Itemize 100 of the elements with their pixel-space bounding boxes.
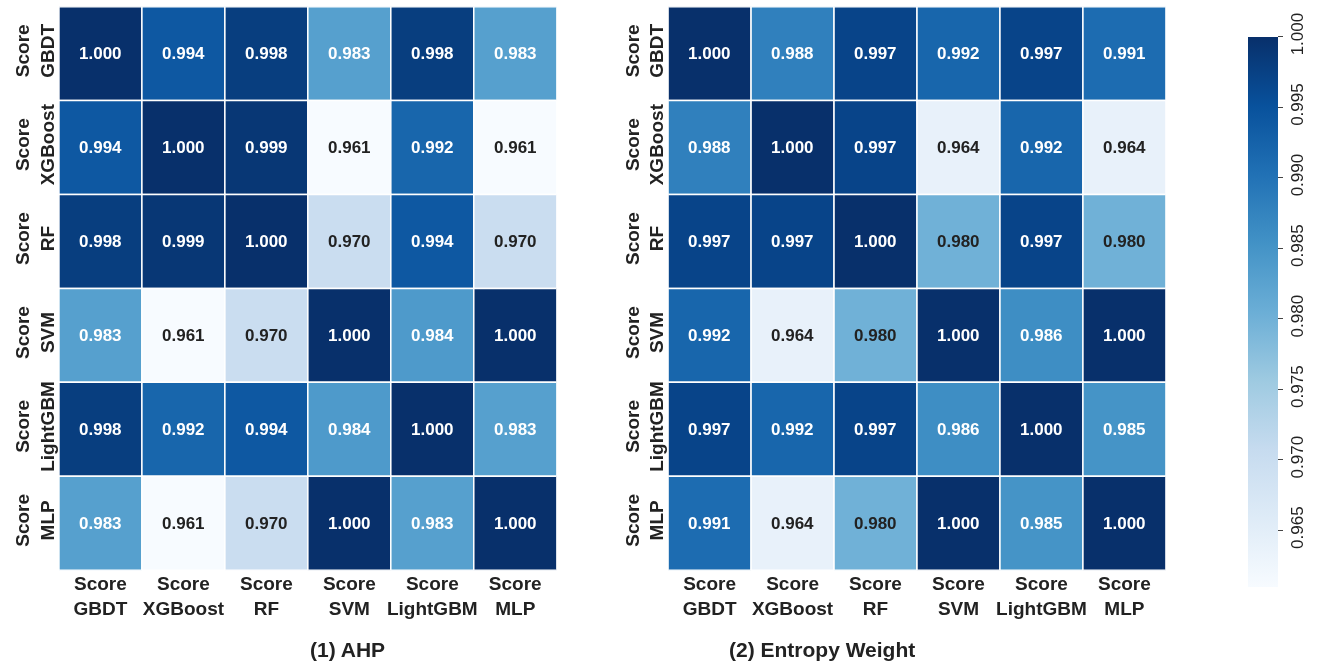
data-label: 1.000 xyxy=(411,420,454,439)
data-label: 0.997 xyxy=(854,420,897,439)
data-label: 0.988 xyxy=(771,44,814,63)
x-tick-label: Score XGBoost xyxy=(142,573,225,619)
color-bar-label: 0.970 xyxy=(1287,435,1307,479)
x-tick-label: Score GBDT xyxy=(682,573,737,619)
data-label: 1.000 xyxy=(937,326,980,345)
data-label: 1.000 xyxy=(688,44,731,63)
data-label: 0.970 xyxy=(245,514,288,533)
data-label: 1.000 xyxy=(245,232,288,251)
data-label: 0.999 xyxy=(245,138,288,157)
data-label: 0.992 xyxy=(937,44,980,63)
data-label: 1.000 xyxy=(494,514,537,533)
data-label: 0.994 xyxy=(245,420,289,439)
data-label: 0.984 xyxy=(411,326,455,345)
y-tick-label: Score LightGBM xyxy=(621,381,668,472)
data-label: 1.000 xyxy=(328,326,371,345)
data-label: 0.986 xyxy=(937,420,980,439)
data-label: 0.998 xyxy=(245,44,288,63)
data-label: 0.983 xyxy=(411,514,454,533)
data-label: 0.998 xyxy=(79,232,122,251)
x-tick-label: Score RF xyxy=(239,573,293,619)
x-tick-label: Score MLP xyxy=(488,573,542,619)
x-tick-label: Score MLP xyxy=(1098,573,1151,619)
color-bar-label: 0.980 xyxy=(1287,294,1307,338)
data-label: 0.997 xyxy=(688,232,731,251)
color-bar-label: 0.995 xyxy=(1287,83,1307,126)
data-label: 1.000 xyxy=(1020,420,1063,439)
data-label: 0.983 xyxy=(328,44,371,63)
data-label: 0.983 xyxy=(79,514,122,533)
data-label: 0.994 xyxy=(162,44,206,63)
data-label: 0.964 xyxy=(937,138,981,157)
data-label: 0.980 xyxy=(1103,232,1146,251)
y-tick-label: Score GBDT xyxy=(621,23,668,78)
x-tick-label: Score XGBoost xyxy=(751,573,834,619)
x-tick-label: Score LightGBM xyxy=(386,573,478,619)
data-label: 0.986 xyxy=(1020,326,1063,345)
x-tick-label: Score SVM xyxy=(322,573,376,619)
y-tick-label: Score GBDT xyxy=(12,23,59,78)
data-label: 0.991 xyxy=(688,514,731,533)
x-tick-label: Score GBDT xyxy=(73,573,128,619)
data-label: 0.985 xyxy=(1103,420,1146,439)
text: (1) AHP xyxy=(310,638,386,661)
data-label: 0.992 xyxy=(411,138,454,157)
data-label: 0.980 xyxy=(937,232,980,251)
y-tick-label: Score LightGBM xyxy=(12,381,59,472)
data-label: 0.970 xyxy=(245,326,288,345)
data-label: 0.964 xyxy=(1103,138,1147,157)
data-label: 1.000 xyxy=(771,138,814,157)
data-label: 0.961 xyxy=(162,326,205,345)
text: (2) Entropy Weight xyxy=(729,638,916,661)
y-tick-label: Score SVM xyxy=(621,306,668,359)
data-label: 0.983 xyxy=(494,44,537,63)
data-label: 0.991 xyxy=(1103,44,1146,63)
color-bar-label: 0.990 xyxy=(1287,153,1307,197)
x-tick-label: Score RF xyxy=(849,573,902,619)
data-label: 1.000 xyxy=(937,514,980,533)
y-tick-label: Score RF xyxy=(621,212,668,265)
data-label: 0.997 xyxy=(854,44,897,63)
data-label: 0.961 xyxy=(494,138,537,157)
data-label: 0.997 xyxy=(854,138,897,157)
data-label: 0.998 xyxy=(411,44,454,63)
data-label: 0.998 xyxy=(79,420,122,439)
color-bar-label: 0.975 xyxy=(1287,365,1307,408)
data-label: 0.992 xyxy=(771,420,814,439)
data-label: 0.997 xyxy=(1020,232,1063,251)
data-label: 0.985 xyxy=(1020,514,1063,533)
data-label: 0.988 xyxy=(688,138,731,157)
data-label: 0.964 xyxy=(771,326,815,345)
data-label: 0.997 xyxy=(1020,44,1063,63)
data-label: 0.964 xyxy=(771,514,815,533)
data-label: 0.997 xyxy=(688,420,731,439)
data-label: 1.000 xyxy=(494,326,537,345)
data-label: 0.994 xyxy=(411,232,455,251)
y-tick-label: Score XGBoost xyxy=(12,103,59,186)
color-bar-label: 1.000 xyxy=(1287,12,1307,56)
y-tick-label: Score SVM xyxy=(12,306,59,359)
color-bar-label: 0.985 xyxy=(1287,224,1307,267)
data-label: 0.999 xyxy=(162,232,205,251)
x-tick-label: Score LightGBM xyxy=(996,573,1087,619)
data-label: 1.000 xyxy=(1103,514,1146,533)
data-label: 0.970 xyxy=(494,232,537,251)
data-label: 1.000 xyxy=(1103,326,1146,345)
color-bar-label: 0.965 xyxy=(1287,506,1307,549)
y-tick-label: Score MLP xyxy=(12,493,59,547)
y-tick-label: Score MLP xyxy=(621,493,668,547)
data-label: 0.970 xyxy=(328,232,371,251)
data-label: 1.000 xyxy=(328,514,371,533)
data-label: 0.983 xyxy=(494,420,537,439)
data-label: 0.997 xyxy=(771,232,814,251)
data-label: 0.983 xyxy=(79,326,122,345)
data-label: 0.961 xyxy=(328,138,371,157)
data-label: 1.000 xyxy=(79,44,122,63)
x-tick-label: Score SVM xyxy=(932,573,985,619)
data-label: 0.994 xyxy=(79,138,123,157)
y-tick-label: Score RF xyxy=(12,212,59,265)
data-label: 0.980 xyxy=(854,326,897,345)
data-label: 0.992 xyxy=(1020,138,1063,157)
data-label: 1.000 xyxy=(854,232,897,251)
data-label: 1.000 xyxy=(162,138,205,157)
